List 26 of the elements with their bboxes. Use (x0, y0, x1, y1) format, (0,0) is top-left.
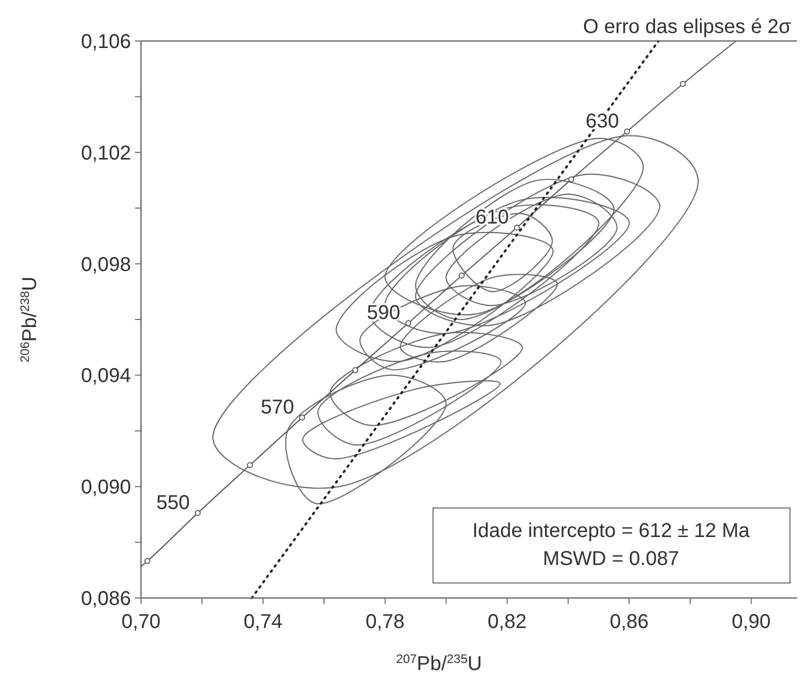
point (194, 510, 201, 516)
y-tick-label: 0,094 (80, 365, 131, 388)
y-tick-label: 0,102 (80, 142, 131, 164)
annotation: MSWD = 0.087 (542, 548, 680, 570)
x-tick-label: 0,70 (122, 611, 160, 633)
x-tick-label: 0,90 (732, 611, 771, 633)
y-tick-label: 0,086 (80, 588, 131, 610)
annotation: 630 (586, 110, 620, 133)
x-tick-label: 0,82 (488, 611, 527, 633)
point (352, 367, 358, 374)
point (144, 558, 150, 564)
x-tick-label: 0,78 (366, 611, 405, 633)
y-tick-label: 0,098 (80, 254, 131, 276)
chart-title: O erro das elipses é 2σ (583, 16, 792, 38)
annotation: 550 (156, 492, 190, 514)
annotation: 570 (260, 396, 294, 419)
y-tick-label: 0,090 (80, 476, 131, 499)
x-tick-label: 0,86 (610, 611, 649, 633)
annotation: Idade intercepto = 612 ± 12 Ma (472, 520, 751, 542)
x-tick-label: 0,74 (244, 611, 283, 633)
point (246, 462, 253, 468)
y-tick-label: 0,106 (80, 31, 131, 53)
point (680, 80, 686, 87)
point (299, 414, 306, 421)
x-axis-title: $^{207}$Pb/$^{235}$U (396, 652, 482, 675)
point (624, 128, 630, 135)
